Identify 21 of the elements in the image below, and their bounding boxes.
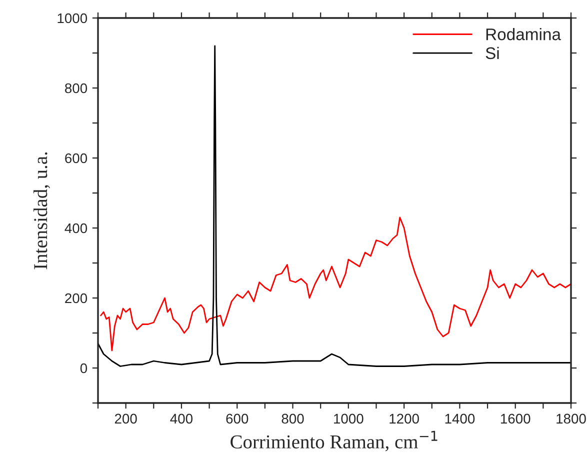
line-series: [100, 216, 571, 352]
line-series: [98, 45, 571, 367]
y-tick-label: 800: [65, 83, 88, 94]
y-tick-label: 200: [65, 293, 88, 304]
x-tick-label: 200: [114, 414, 137, 424]
x-tick-label: 1400: [445, 414, 475, 424]
legend-label: Rodamina: [486, 28, 562, 40]
x-tick-label: 1800: [556, 414, 586, 424]
x-tick-label: 1600: [500, 414, 530, 424]
x-tick-label: 1200: [390, 414, 419, 424]
x-axis-title: Corrimiento Raman, cm$^{−1}$: [230, 430, 438, 452]
y-axis-title: Intensidad, u.a.: [34, 152, 50, 270]
y-tick-label: 600: [65, 153, 88, 164]
legend-label: Si: [486, 46, 499, 60]
y-tick-label: 0: [80, 363, 88, 374]
y-tick-label: 400: [64, 223, 88, 234]
y-tick-label: 1000: [58, 13, 88, 24]
x-tick-label: 1000: [334, 414, 364, 424]
x-tick-label: 800: [282, 414, 304, 424]
x-tick-label: 400: [170, 414, 193, 424]
x-tick-label: 600: [226, 414, 248, 424]
